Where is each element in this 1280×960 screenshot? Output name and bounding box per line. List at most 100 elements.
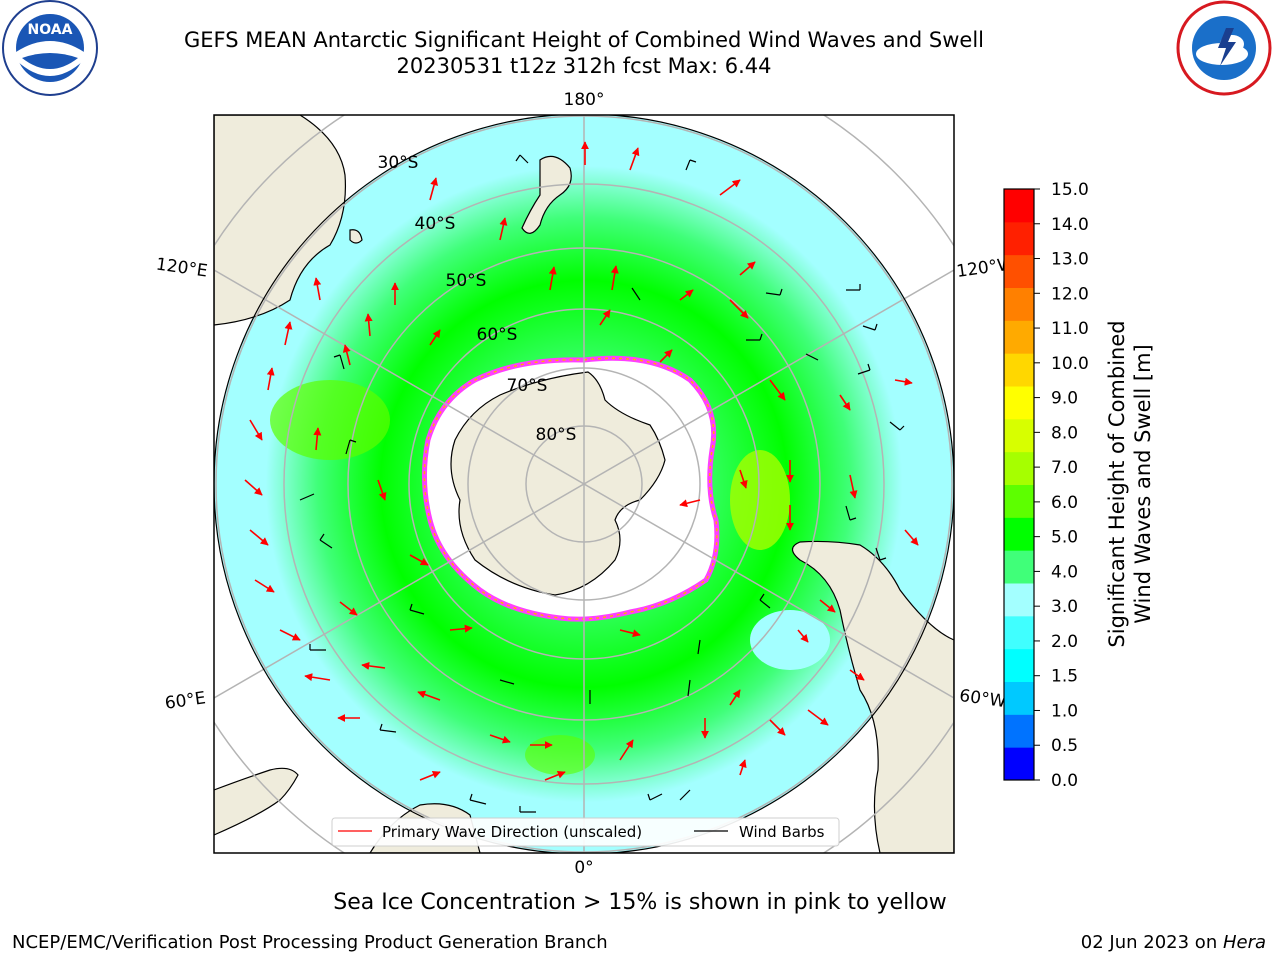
wind-barb: [515, 154, 529, 164]
wave-arrow: [679, 289, 694, 301]
wind-barb: [319, 533, 333, 549]
wave-arrow: [548, 266, 557, 291]
wave-arrow: [249, 419, 263, 441]
colorbar: 0.0 0.5 1.0 1.5 2.0 3.0 4.0 5.0 6.0 7.0 8.0 9.0 10.0…: [1003, 180, 1155, 791]
primary-wave-direction-arrows: [244, 141, 919, 781]
colorbar-tick-label: 4.0: [1051, 562, 1078, 582]
lat-label-60s: 60°S: [477, 325, 518, 345]
wave-arrow: [839, 394, 851, 411]
wind-barb: [875, 547, 887, 561]
lat-label-30s: 30°S: [378, 153, 419, 173]
wave-arrow: [619, 739, 634, 761]
footer-date-text: 02 Jun 2023 on: [1080, 932, 1223, 953]
chart-title: GEFS MEAN Antarctic Significant Height o…: [183, 28, 985, 52]
wave-arrow: [419, 770, 441, 781]
wind-barb: [469, 793, 487, 805]
wave-arrow: [729, 689, 741, 706]
colorbar-swatch: [1004, 714, 1034, 748]
colorbar-swatch: [1004, 353, 1034, 387]
lon-label-120e: 120°E: [155, 255, 209, 282]
wave-height-patches: [270, 380, 830, 775]
colorbar-tick-label: 0.5: [1051, 736, 1078, 756]
wave-arrow: [659, 349, 673, 363]
colorbar-tick-label: 1.0: [1051, 701, 1078, 721]
wave-arrow: [313, 427, 322, 451]
colorbar-tick-label: 6.0: [1051, 493, 1078, 513]
wave-arrow: [739, 261, 756, 276]
wave-arrow: [244, 479, 263, 496]
footer-system: Hera: [1222, 932, 1266, 953]
wave-arrow: [807, 709, 829, 726]
graticule: [214, 115, 954, 853]
colorbar-label-line1: Significant Height of Combined: [1105, 320, 1129, 647]
map-frame: [213, 114, 955, 854]
wind-barb: [862, 323, 878, 331]
madagascar-land: [214, 767, 299, 836]
wave-arrow: [894, 377, 913, 386]
wind-barb: [309, 644, 326, 651]
wave-arrow: [679, 499, 701, 508]
wind-barb: [499, 679, 515, 685]
wave-arrow: [339, 601, 358, 616]
wave-arrow: [429, 177, 438, 201]
legend-wave-label: Primary Wave Direction (unscaled): [382, 823, 642, 841]
antarctica-land: [450, 371, 666, 596]
wave-arrow: [313, 277, 322, 301]
lon-label-180: 180°: [564, 90, 605, 110]
colorbar-swatch: [1004, 648, 1034, 682]
wind-barb: [647, 793, 663, 801]
wave-arrow: [284, 321, 293, 346]
colorbar-tick-label: 11.0: [1051, 319, 1089, 339]
wave-arrow: [769, 719, 786, 736]
wave-arrow: [417, 690, 441, 701]
wave-arrow: [249, 529, 269, 546]
colorbar-swatch: [1004, 451, 1034, 485]
lat-label-80s: 80°S: [536, 425, 577, 445]
wave-arrow: [544, 770, 566, 781]
footer-date: 02 Jun 2023 on Hera: [1081, 932, 1266, 953]
nws-logo: [1176, 0, 1272, 96]
wind-barb: [409, 603, 425, 615]
wind-barb: [857, 363, 871, 375]
chart-subtitle: 20230531 t12z 312h fcst Max: 6.44: [396, 54, 772, 78]
wind-barb: [845, 505, 857, 521]
wave-arrow: [279, 629, 301, 641]
colorbar-swatch: [1004, 386, 1034, 420]
wave-arrow: [849, 474, 858, 499]
colorbar-swatch: [1004, 254, 1034, 288]
colorbar-tick-label: 9.0: [1051, 389, 1078, 409]
colorbar-swatch: [1004, 320, 1034, 354]
colorbar-label-line2: Wind Waves and Swell [m]: [1131, 344, 1155, 624]
wind-barb: [345, 439, 357, 455]
colorbar-swatch: [1004, 418, 1034, 453]
wind-barb: [679, 789, 691, 801]
tasmania-land: [349, 229, 363, 244]
wind-barb: [805, 353, 819, 361]
colorbar-tick-label: 0.0: [1051, 771, 1078, 791]
colorbar-frame: [1003, 188, 1035, 781]
colorbar-tick-label: 5.0: [1051, 528, 1078, 548]
wind-barb: [519, 806, 536, 813]
lon-label-60w: 60°W: [958, 686, 1007, 712]
wave-arrow: [738, 759, 747, 776]
lon-label-60e: 60°E: [164, 688, 207, 713]
colorbar-swatch: [1004, 287, 1034, 321]
colorbar-swatch: [1004, 583, 1034, 617]
map-figure: NOAA: [2, 0, 1272, 878]
colorbar-tick-label: 14.0: [1051, 215, 1089, 235]
wave-arrow: [429, 329, 441, 346]
lat-label-40s: 40°S: [415, 214, 456, 234]
wave-arrow: [266, 367, 275, 391]
wave-arrow: [610, 265, 619, 291]
wave-arrow: [449, 624, 473, 633]
colorbar-swatch: [1004, 747, 1034, 781]
footer-credit: NCEP/EMC/Verification Post Processing Pr…: [12, 932, 608, 953]
wind-barb: [759, 593, 771, 609]
colorbar-swatch: [1004, 221, 1034, 256]
colorbar-tick-label: 8.0: [1051, 423, 1078, 443]
colorbar-tick-label: 7.0: [1051, 458, 1078, 478]
latitude-labels: 30°S 40°S 50°S 60°S 70°S 80°S: [378, 153, 577, 445]
wave-arrow: [904, 529, 919, 546]
lat-label-70s: 70°S: [507, 376, 548, 396]
colorbar-tick-label: 1.5: [1051, 667, 1078, 687]
